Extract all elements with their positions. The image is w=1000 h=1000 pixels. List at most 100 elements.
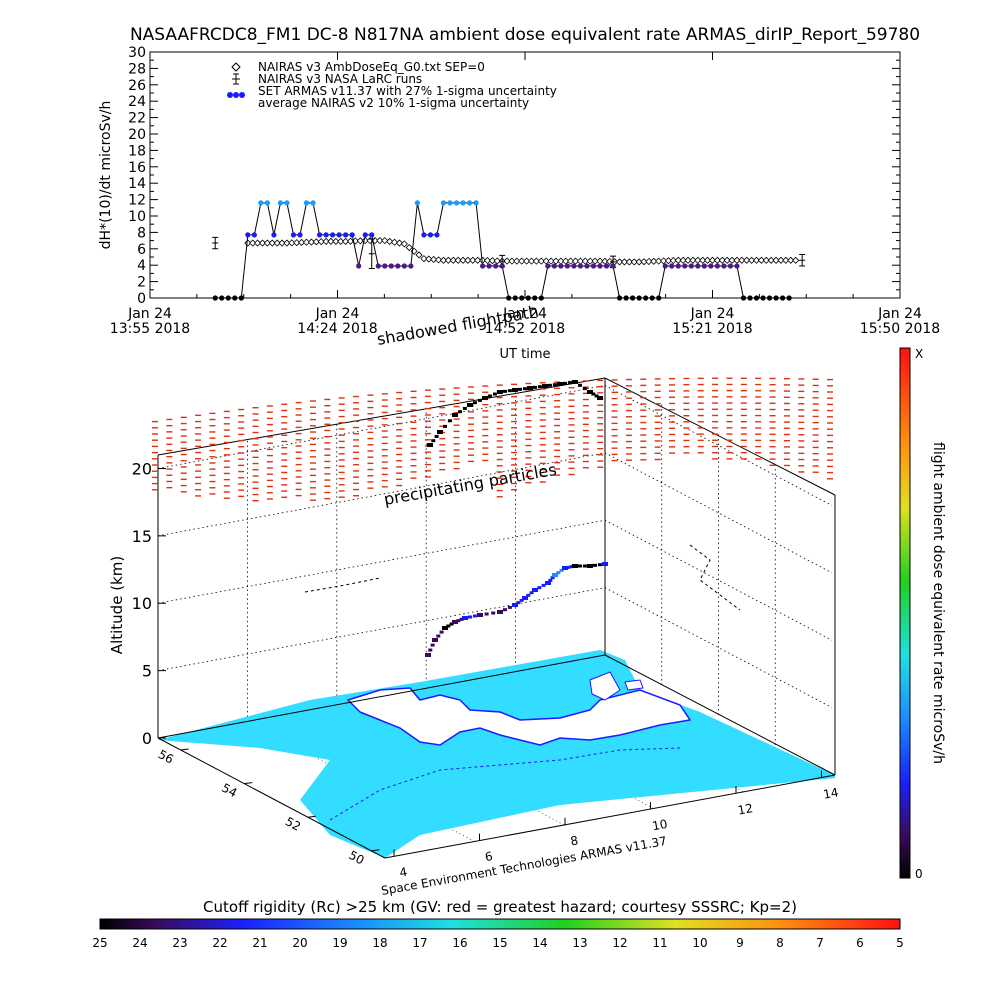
- bottom-colorbar-tick-label: 9: [736, 936, 744, 950]
- bottom-colorbar-tick-label: 21: [252, 936, 267, 950]
- armas-point: [512, 295, 518, 301]
- nairas-point: [454, 256, 462, 264]
- flight-point: [497, 610, 503, 614]
- altitude-tick-label: 15: [132, 527, 152, 546]
- nairas-point: [684, 256, 692, 264]
- right-colorbar-bottom-label: 0: [915, 867, 923, 881]
- nairas-point: [694, 256, 702, 264]
- nairas-point: [606, 257, 614, 266]
- nairas-point: [469, 256, 477, 264]
- nairas-point: [748, 256, 756, 264]
- shadow-point: [457, 410, 462, 414]
- flight-point: [472, 614, 477, 618]
- y-tick-label: 14: [128, 176, 146, 192]
- shadow-point: [522, 387, 527, 391]
- armas-point: [499, 263, 505, 269]
- armas-point: [453, 200, 460, 206]
- nairas-point: [787, 256, 795, 264]
- armas-point: [564, 263, 570, 269]
- bottom-colorbar-tick-label: 17: [412, 936, 427, 950]
- y-tick-label: 10: [128, 209, 146, 225]
- latitude-axis-line: [157, 737, 386, 859]
- nairas-point: [615, 258, 624, 266]
- altitude-tick-label: 0: [142, 729, 152, 748]
- armas-point: [740, 295, 747, 301]
- flight-point: [556, 571, 561, 575]
- bottom-colorbar-tick-label: 22: [212, 936, 227, 950]
- nairas-point: [278, 239, 286, 247]
- nairas-point: [782, 256, 790, 264]
- larc-errorbar: [212, 236, 219, 250]
- shadow-point: [427, 443, 433, 447]
- shadow-point: [552, 383, 557, 387]
- armas-point: [590, 263, 597, 269]
- legend-errorbar-marker: [232, 73, 240, 85]
- shadow-point: [437, 430, 443, 434]
- y-tick-label: 2: [137, 275, 146, 291]
- armas-point: [316, 232, 323, 238]
- shadow-point: [492, 392, 497, 396]
- nairas-point: [342, 237, 350, 245]
- armas-point: [603, 263, 610, 269]
- nairas-point: [728, 256, 736, 264]
- armas-point: [708, 263, 714, 269]
- shadow-point: [517, 387, 522, 391]
- nairas-point: [395, 239, 404, 247]
- larc-errorbar: [799, 254, 806, 267]
- latitude-tick: [371, 849, 380, 852]
- bottom-colorbar-tick-label: 14: [532, 936, 547, 950]
- longitude-tick-label: 10: [651, 817, 668, 833]
- nairas-point: [743, 256, 751, 264]
- latitude-ticks: 56 54 52 50: [156, 747, 380, 867]
- altitude-ticks: 0 5 10 15 20: [132, 459, 166, 748]
- nairas-point: [527, 257, 536, 265]
- nairas-point: [439, 256, 448, 264]
- y-tick-label: 8: [137, 225, 146, 241]
- armas-series: [212, 200, 792, 301]
- armas-point: [786, 295, 792, 301]
- shadow-point: [547, 383, 552, 387]
- armas-point: [766, 295, 773, 301]
- x-tick-label-time: 14:24 2018: [297, 321, 377, 337]
- y-tick-label: 26: [128, 78, 146, 94]
- latitude-tick-label: 56: [156, 747, 176, 767]
- y-tick-label: 18: [128, 143, 146, 159]
- flight-point: [452, 620, 458, 624]
- shadow-point: [447, 419, 452, 423]
- flight-point: [428, 648, 433, 652]
- armas-point: [362, 232, 368, 238]
- armas-point: [610, 263, 616, 269]
- altitude-tick-label: 5: [142, 662, 152, 681]
- armas-point: [616, 295, 623, 301]
- flight-point: [491, 611, 496, 615]
- y-tick-label: 16: [128, 160, 146, 176]
- armas-point: [290, 232, 297, 238]
- flight-point: [550, 576, 555, 580]
- armas-point: [323, 232, 329, 238]
- nairas-point: [288, 239, 296, 247]
- bottom-colorbar-tick-label: 23: [172, 936, 187, 950]
- shadow-point: [532, 385, 537, 389]
- flight-point: [462, 616, 468, 620]
- bottom-colorbar-tick-label: 11: [652, 936, 667, 950]
- nairas-point: [483, 256, 492, 265]
- armas-point: [447, 200, 453, 206]
- shadow-point: [442, 424, 447, 428]
- right-colorbar-top-label: X: [915, 347, 923, 361]
- flight-projection: [304, 577, 381, 593]
- nairas-point: [635, 258, 643, 266]
- nairas-point: [640, 258, 648, 266]
- armas-point: [473, 200, 479, 206]
- armas-point: [545, 263, 551, 269]
- nairas-point: [420, 255, 428, 263]
- y-axis-label: dH*(10)/dt microSv/h: [98, 101, 114, 250]
- latitude-tick-label: 52: [283, 814, 303, 834]
- nairas-point: [474, 256, 482, 264]
- armas-point: [356, 263, 362, 269]
- shadow-point: [597, 396, 603, 400]
- altitude-tick-label: 10: [132, 594, 152, 613]
- armas-point: [343, 232, 349, 238]
- flight-point: [529, 591, 534, 595]
- flight-point: [442, 626, 448, 630]
